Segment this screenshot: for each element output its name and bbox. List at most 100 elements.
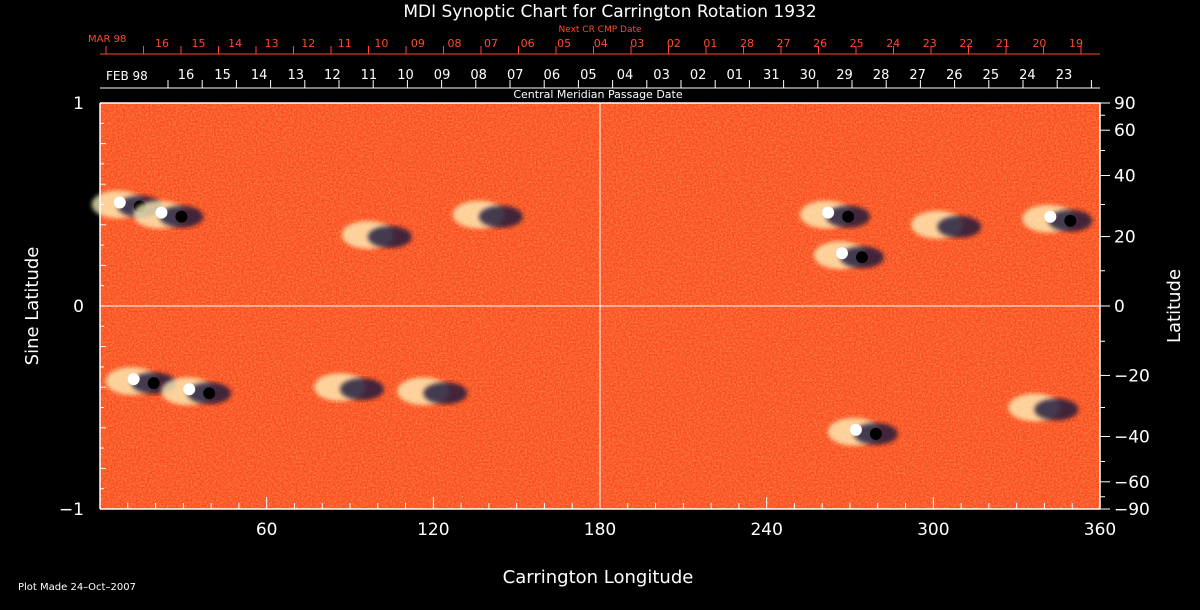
active-region [452, 200, 523, 229]
y-tick-label-left: 0 [73, 297, 84, 317]
next-axis-day: 04 [594, 37, 608, 50]
cmp-axis-day: 14 [251, 68, 268, 83]
negative-flux-patch [1034, 398, 1079, 421]
next-axis-day: 27 [777, 37, 791, 50]
cmp-axis-day: 03 [653, 68, 670, 83]
y-axis-label-right: Latitude [1164, 269, 1185, 343]
x-tick-label: 60 [256, 520, 278, 540]
next-axis-day: 02 [667, 37, 681, 50]
cmp-axis-day: 26 [946, 68, 963, 83]
x-tick-label: 300 [917, 520, 949, 540]
active-region [1022, 204, 1093, 233]
next-axis-day: 08 [447, 37, 461, 50]
active-region [911, 210, 982, 239]
positive-spot [155, 206, 168, 219]
next-axis-day: 12 [301, 37, 315, 50]
positive-spot [1044, 210, 1057, 223]
next-axis-day: 20 [1032, 37, 1046, 50]
next-axis-day: 01 [703, 37, 717, 50]
positive-spot [113, 196, 126, 209]
positive-spot [183, 383, 196, 396]
next-axis-day: 10 [374, 37, 388, 50]
next-axis-day: 25 [850, 37, 864, 50]
positive-spot [822, 206, 835, 219]
next-axis-day: 22 [959, 37, 973, 50]
active-region [1008, 393, 1079, 422]
cmp-axis-title: Central Meridian Passage Date [513, 88, 682, 101]
cmp-date-axis: Central Meridian Passage Date FEB 98 16 15 1… [100, 68, 1100, 101]
y-tick-label-right: 90 [1114, 94, 1136, 114]
positive-spot [849, 423, 862, 436]
active-region [314, 373, 384, 402]
next-axis-day: 11 [338, 37, 352, 50]
cmp-axis-day: 10 [397, 68, 414, 83]
plot-made-footer: Plot Made 24–Oct–2007 [18, 582, 136, 593]
negative-spot [842, 210, 855, 223]
next-axis-day: 15 [192, 37, 206, 50]
negative-flux-patch [367, 225, 412, 248]
next-axis-day: 23 [923, 37, 937, 50]
cmp-axis-day: 23 [1056, 68, 1073, 83]
next-axis-day: 16 [155, 37, 169, 50]
negative-flux-patch [478, 205, 523, 228]
positive-spot [127, 373, 140, 386]
y-tick-label-right: 40 [1114, 167, 1136, 187]
negative-spot [175, 210, 188, 223]
negative-flux-patch [937, 215, 982, 238]
active-region [800, 200, 871, 229]
cmp-axis-day: 15 [214, 68, 231, 83]
y-tick-label-right: −20 [1114, 366, 1150, 386]
next-cr-cmp-axis: Next CR CMP Date MAR 98 16 15 14 13 12 11 10 09 08… [88, 25, 1100, 55]
next-axis-day: 03 [630, 37, 644, 50]
active-region [161, 377, 232, 406]
next-axis-day: 14 [228, 37, 242, 50]
next-axis-day: 05 [557, 37, 571, 50]
active-region [133, 200, 204, 229]
x-tick-label: 120 [417, 520, 449, 540]
next-axis-day: 21 [996, 37, 1010, 50]
next-axis-day: 13 [265, 37, 279, 50]
negative-spot [203, 387, 216, 400]
cmp-axis-day: 24 [1019, 68, 1036, 83]
cmp-axis-day: 31 [763, 68, 780, 83]
negative-spot [856, 251, 868, 264]
next-axis-day: 26 [813, 37, 827, 50]
negative-flux-patch [423, 382, 468, 405]
y-tick-label-right: 20 [1114, 228, 1136, 248]
cmp-axis-day: 25 [983, 68, 1000, 83]
y-tick-label-left: 1 [73, 94, 84, 114]
x-tick-label: 360 [1084, 520, 1116, 540]
cmp-axis-day: 11 [361, 68, 378, 83]
positive-spot [836, 247, 848, 260]
y-tick-label-left: −1 [59, 500, 84, 520]
y-tick-label-right: 60 [1114, 121, 1136, 141]
cmp-axis-day: 27 [909, 68, 926, 83]
negative-spot [869, 427, 882, 440]
active-region [827, 417, 898, 446]
y-tick-label-right: −60 [1114, 473, 1150, 493]
cmp-axis-day: 16 [178, 68, 195, 83]
cmp-axis-day: 05 [580, 68, 597, 83]
negative-spot [147, 377, 160, 390]
next-axis-day: 07 [484, 37, 498, 50]
cmp-axis-day: 08 [470, 68, 487, 83]
next-axis-day: 09 [411, 37, 425, 50]
active-region [341, 220, 412, 249]
cmp-axis-month: FEB 98 [106, 69, 148, 83]
x-tick-label: 240 [750, 520, 782, 540]
active-region [397, 377, 468, 406]
negative-flux-patch [340, 378, 384, 401]
next-axis-day: 24 [886, 37, 900, 50]
x-axis-label: Carrington Longitude [503, 567, 694, 588]
y-axis-label-left: Sine Latitude [22, 247, 43, 366]
active-regions [91, 190, 1093, 446]
cmp-axis-day: 02 [690, 68, 707, 83]
cmp-axis-day: 06 [544, 68, 561, 83]
y-tick-label-right: −90 [1114, 500, 1150, 520]
chart-title: MDI Synoptic Chart for Carrington Rotati… [403, 2, 816, 22]
x-tick-label: 180 [584, 520, 616, 540]
cmp-axis-day: 09 [434, 68, 451, 83]
cmp-axis-day: 07 [507, 68, 524, 83]
cmp-axis-day: 30 [800, 68, 817, 83]
